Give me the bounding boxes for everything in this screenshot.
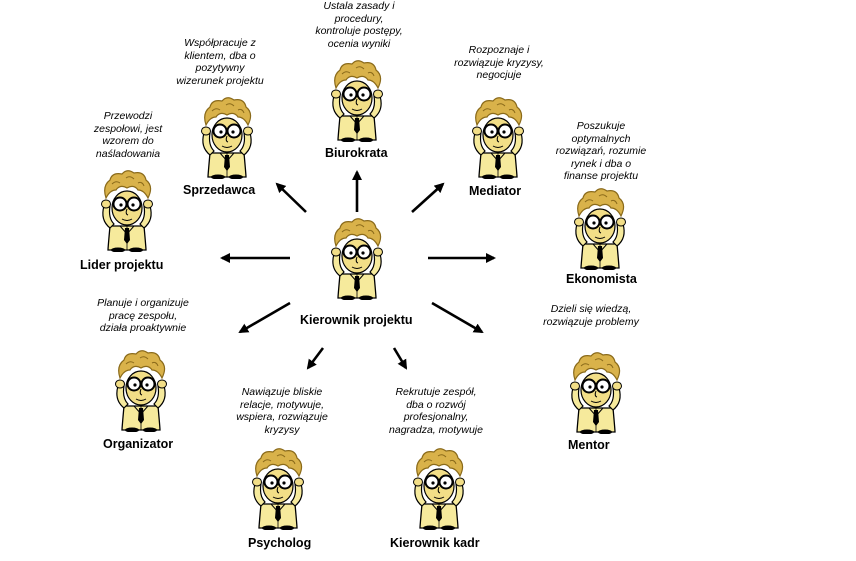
- sprzedawca-label: Sprzedawca: [183, 183, 256, 197]
- arrow-to-organizator: [238, 301, 291, 334]
- ekonomista-figure: [567, 186, 633, 270]
- kadr-description: Rekrutuje zespół, dba o rozwój profesjonal…: [389, 386, 483, 436]
- lider-label: Lider projektu: [80, 258, 164, 272]
- sprzedawca-figure: [194, 95, 260, 179]
- lider-figure: [94, 168, 160, 252]
- kierownik-projektu-figure: [324, 216, 390, 300]
- biurokrata-figure: [324, 58, 390, 142]
- organizator-label: Organizator: [103, 437, 174, 451]
- biurokrata-description: Ustala zasady i procedury, kontroluje post…: [315, 0, 403, 50]
- mediator-label: Mediator: [469, 184, 522, 198]
- kierownik-projektu-label: Kierownik projektu: [300, 313, 413, 327]
- sprzedawca-description: Współpracuje z klientem, dba o pozytywny wi…: [176, 37, 264, 87]
- ekonomista-label: Ekonomista: [566, 272, 637, 286]
- psycholog-description: Nawiązuje bliskie relacje, motywuje, wspie…: [236, 386, 328, 436]
- mentor-label: Mentor: [568, 438, 610, 452]
- mediator-description: Rozpoznaje i rozwiązuje kryzysy, negocjuje: [454, 44, 544, 81]
- organizator-description: Planuje i organizuje pracę zespołu, działa…: [97, 297, 189, 334]
- arrow-to-psycholog: [306, 347, 325, 370]
- organizator-figure: [108, 348, 174, 432]
- mentor-figure: [563, 350, 629, 434]
- arrow-to-mentor: [431, 301, 484, 334]
- biurokrata-label: Biurokrata: [325, 146, 388, 160]
- arrow-to-sprzedawca: [275, 182, 307, 213]
- psycholog-figure: [245, 446, 311, 530]
- mentor-description: Dzieli się wiedzą, rozwiązuje problemy: [543, 303, 639, 328]
- arrow-to-mediator: [411, 182, 445, 213]
- mediator-figure: [465, 95, 531, 179]
- lider-description: Przewodzi zespołowi, jest wzorem do naślado…: [93, 110, 163, 160]
- psycholog-label: Psycholog: [248, 536, 312, 550]
- kadr-label: Kierownik kadr: [390, 536, 480, 550]
- ekonomista-description: Poszukuje optymalnych rozwiązań, rozumie ry…: [555, 120, 647, 182]
- kadr-figure: [406, 446, 472, 530]
- arrow-to-kadr: [392, 347, 408, 370]
